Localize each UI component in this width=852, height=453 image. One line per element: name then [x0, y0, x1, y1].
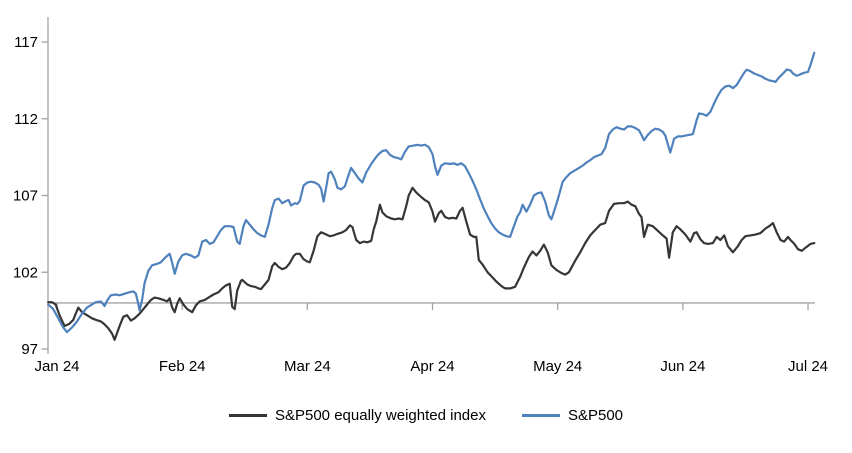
- legend-label-equal-weight: S&P500 equally weighted index: [274, 407, 486, 424]
- svg-text:117: 117: [14, 34, 38, 51]
- legend-line-swatch-ew: [228, 414, 267, 417]
- svg-text:Jan 24: Jan 24: [34, 358, 79, 375]
- svg-text:102: 102: [13, 264, 38, 281]
- svg-text:Apr 24: Apr 24: [410, 358, 454, 375]
- legend-line-swatch-sp: [521, 414, 560, 417]
- svg-text:Jun 24: Jun 24: [660, 358, 705, 375]
- legend-item-equal-weight: S&P500 equally weighted index: [228, 407, 486, 424]
- svg-text:Feb 24: Feb 24: [159, 358, 206, 375]
- svg-text:May 24: May 24: [533, 358, 582, 375]
- svg-text:Jul 24: Jul 24: [788, 358, 828, 375]
- chart-legend: S&P500 equally weighted index S&P500: [0, 407, 852, 424]
- svg-text:107: 107: [13, 188, 38, 205]
- legend-label-sp500: S&P500: [567, 407, 624, 424]
- legend-item-sp500: S&P500: [521, 407, 624, 424]
- svg-text:97: 97: [21, 341, 38, 358]
- line-chart-plot: Jan 24 Feb 24 Mar 24 Apr 24 May 24 Jun 24 Jul …: [13, 17, 828, 375]
- svg-text:Mar 24: Mar 24: [284, 358, 331, 375]
- svg-text:112: 112: [14, 111, 38, 128]
